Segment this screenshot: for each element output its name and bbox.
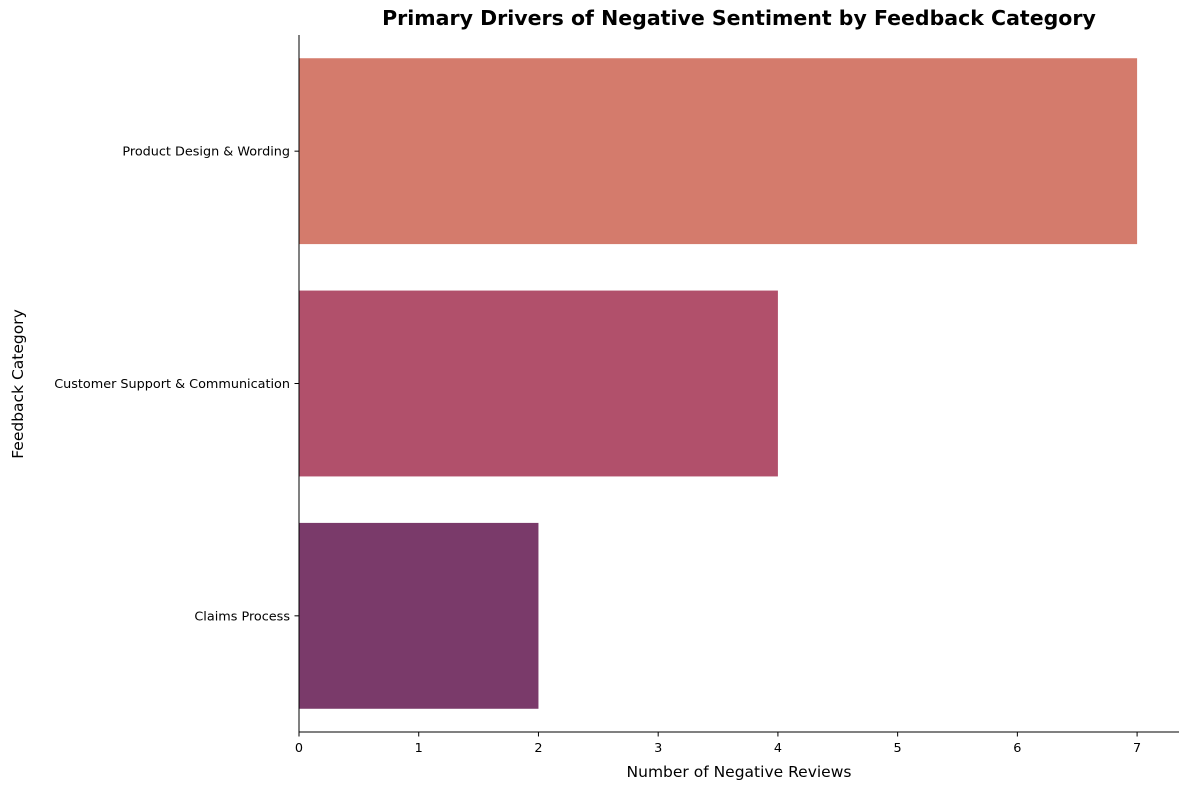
x-axis-label: Number of Negative Reviews [627, 763, 852, 781]
y-tick-label: Claims Process [194, 609, 290, 624]
x-tick-label: 6 [1013, 741, 1021, 756]
bar-2 [299, 522, 539, 709]
x-tick-label: 1 [415, 741, 423, 756]
bar-0 [299, 58, 1138, 245]
x-axis-ticks: 0 1 2 3 4 5 6 7 [295, 732, 1141, 756]
bar-1 [299, 290, 778, 477]
chart-title: Primary Drivers of Negative Sentiment by… [382, 6, 1096, 30]
y-tick-label: Customer Support & Communication [54, 377, 290, 392]
bars [299, 58, 1138, 709]
y-tick-label: Product Design & Wording [122, 145, 290, 160]
y-axis-label: Feedback Category [9, 309, 27, 459]
x-tick-label: 7 [1133, 741, 1141, 756]
x-tick-label: 5 [894, 741, 902, 756]
x-tick-label: 4 [774, 741, 782, 756]
x-tick-label: 0 [295, 741, 303, 756]
x-tick-label: 2 [534, 741, 542, 756]
x-tick-label: 3 [654, 741, 662, 756]
y-axis-ticks: Product Design & Wording Customer Support… [54, 145, 299, 624]
